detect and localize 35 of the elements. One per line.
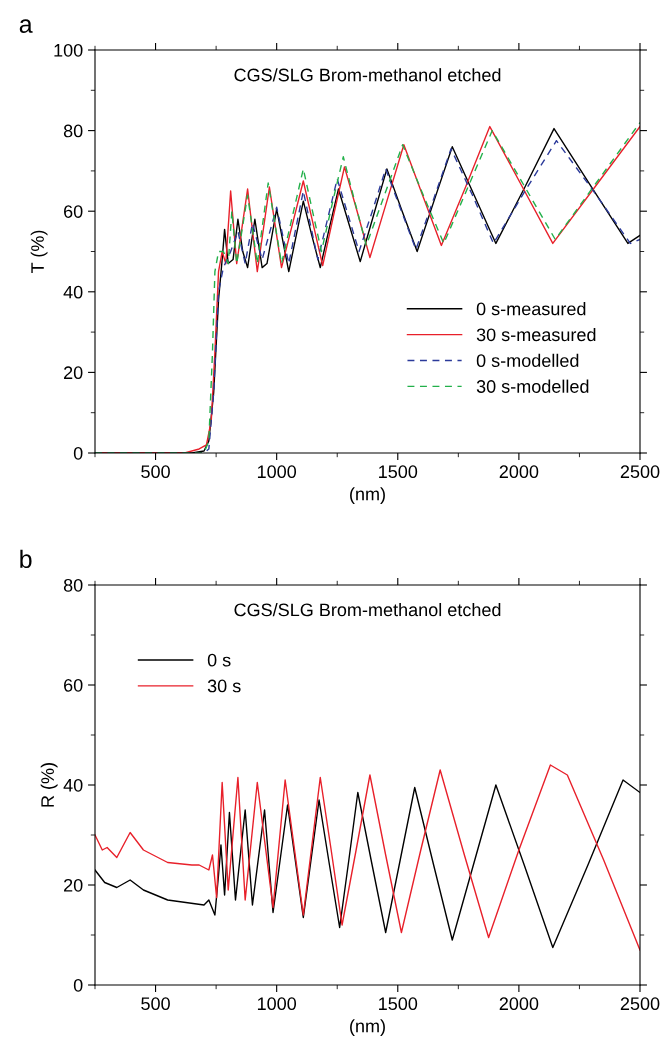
legend-label: 30 s-modelled <box>476 379 589 393</box>
x-tick-label: 500 <box>141 465 170 479</box>
y-tick-label: 80 <box>63 124 83 138</box>
x-tick-label: 1000 <box>257 465 297 479</box>
y-tick-label: 20 <box>64 878 83 892</box>
legend-label: 30 s <box>207 679 241 693</box>
y-tick-label: 80 <box>63 578 83 592</box>
x-tick-label: 1000 <box>257 997 297 1011</box>
y-tick-label: 60 <box>64 678 83 692</box>
text: b <box>20 549 32 569</box>
y-tick-label: 40 <box>63 285 83 299</box>
text: CGS/SLG Brom-methanol etched <box>234 68 501 82</box>
x-axis-title: (nm) <box>350 487 385 505</box>
x-axis-title: (nm) <box>350 1019 385 1037</box>
y-tick-label: 100 <box>54 43 83 57</box>
x-tick-label: 2000 <box>499 465 539 479</box>
legend-label: 30 s-measured <box>476 327 596 342</box>
x-tick-label: 500 <box>141 997 170 1011</box>
text: a <box>19 19 33 33</box>
x-tick-label: 2500 <box>620 997 660 1011</box>
legend-label: 0 s-modelled <box>476 353 579 368</box>
x-tick-label: 2000 <box>499 997 539 1011</box>
x-tick-label: 1500 <box>379 465 418 479</box>
y-axis-title: T (%) <box>30 230 48 273</box>
y-tick-label: 0 <box>73 978 83 992</box>
x-tick-label: 1500 <box>379 997 418 1011</box>
text: CGS/SLG Brom-methanol etched <box>234 603 501 617</box>
y-tick-label: 0 <box>73 446 83 460</box>
y-axis-title: R (%) <box>40 763 58 807</box>
y-tick-label: 20 <box>64 366 83 380</box>
legend-label: 0 s-measured <box>476 302 586 316</box>
legend-label: 0 s <box>207 653 231 667</box>
y-tick-label: 40 <box>63 778 83 792</box>
y-tick-label: 60 <box>64 205 83 218</box>
x-tick-label: 2500 <box>620 465 660 479</box>
